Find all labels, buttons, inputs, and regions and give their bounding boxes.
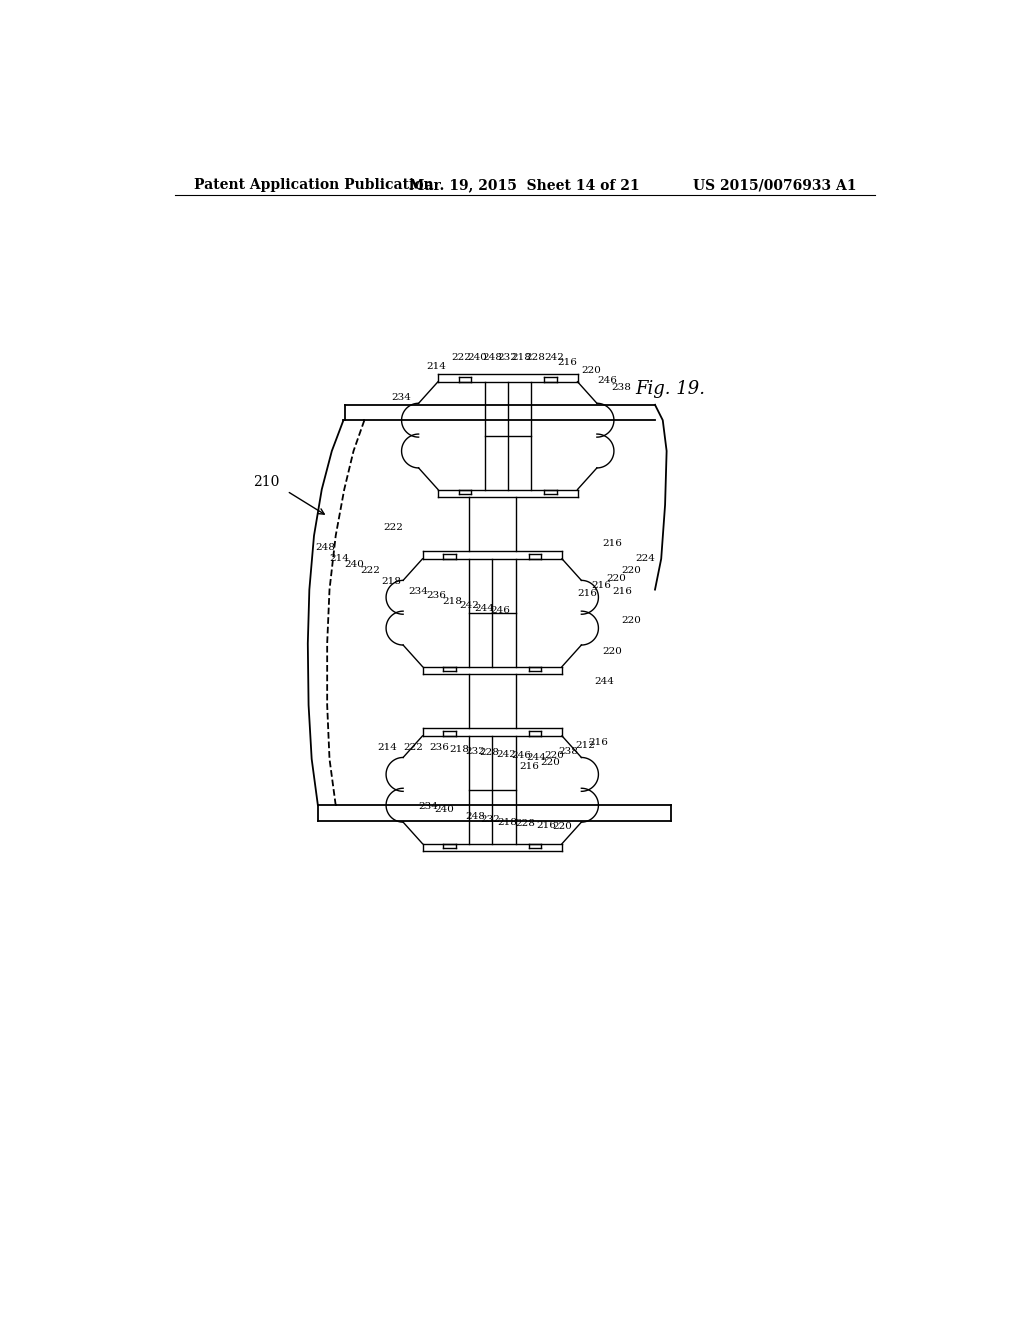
Text: 218: 218 — [498, 817, 518, 826]
Text: 240: 240 — [344, 560, 365, 569]
Text: 248: 248 — [465, 812, 485, 821]
Text: 228: 228 — [479, 748, 499, 758]
Text: 228: 228 — [525, 352, 546, 362]
Text: 242: 242 — [497, 750, 516, 759]
Text: 240: 240 — [434, 805, 454, 814]
Text: 222: 222 — [383, 524, 403, 532]
Text: 220: 220 — [602, 647, 623, 656]
Text: 240: 240 — [467, 352, 486, 362]
Text: Fig. 19.: Fig. 19. — [636, 380, 706, 399]
Text: 234: 234 — [419, 803, 438, 812]
Text: 224: 224 — [636, 554, 655, 564]
Text: 216: 216 — [591, 581, 610, 590]
Text: 232: 232 — [498, 352, 518, 362]
Text: 220: 220 — [545, 751, 564, 759]
Text: 220: 220 — [541, 759, 560, 767]
Text: 244: 244 — [595, 677, 614, 686]
Text: 246: 246 — [490, 606, 510, 615]
Text: Patent Application Publication: Patent Application Publication — [194, 178, 433, 193]
Text: 244: 244 — [526, 752, 547, 762]
Text: 234: 234 — [409, 586, 429, 595]
Text: 212: 212 — [575, 741, 595, 750]
Text: 216: 216 — [577, 589, 597, 598]
Text: 220: 220 — [582, 366, 601, 375]
Text: 246: 246 — [597, 376, 616, 384]
Text: 216: 216 — [519, 762, 540, 771]
Text: 222: 222 — [403, 743, 423, 752]
Text: 220: 220 — [622, 566, 642, 574]
Text: 220: 220 — [552, 822, 572, 832]
Text: 248: 248 — [315, 543, 335, 552]
Text: 216: 216 — [537, 821, 556, 830]
Text: 214: 214 — [427, 362, 446, 371]
Text: 232: 232 — [465, 747, 485, 756]
Text: 222: 222 — [359, 566, 380, 574]
Text: 218: 218 — [512, 352, 531, 362]
Text: 232: 232 — [480, 814, 501, 824]
Text: 216: 216 — [557, 358, 578, 367]
Text: 236: 236 — [427, 591, 446, 601]
Text: 218: 218 — [450, 746, 470, 754]
Text: 218: 218 — [442, 597, 462, 606]
Text: 246: 246 — [511, 751, 530, 760]
Text: 238: 238 — [558, 747, 579, 756]
Text: 244: 244 — [474, 603, 495, 612]
Text: 216: 216 — [589, 738, 608, 747]
Text: 216: 216 — [602, 539, 623, 548]
Text: 216: 216 — [612, 586, 633, 595]
Text: 222: 222 — [452, 352, 471, 362]
Text: 220: 220 — [622, 616, 642, 624]
Text: 242: 242 — [459, 601, 479, 610]
Text: 214: 214 — [378, 743, 397, 752]
Text: 210: 210 — [253, 475, 280, 488]
Text: 238: 238 — [611, 383, 632, 392]
Text: 248: 248 — [482, 352, 502, 362]
Text: 236: 236 — [430, 743, 450, 752]
Text: Mar. 19, 2015  Sheet 14 of 21: Mar. 19, 2015 Sheet 14 of 21 — [410, 178, 640, 193]
Text: 220: 220 — [606, 574, 627, 582]
Text: US 2015/0076933 A1: US 2015/0076933 A1 — [693, 178, 856, 193]
Text: 214: 214 — [329, 554, 349, 564]
Text: 242: 242 — [545, 352, 564, 362]
Text: 234: 234 — [391, 392, 411, 401]
Text: 228: 228 — [515, 820, 535, 828]
Text: 218: 218 — [382, 577, 401, 586]
